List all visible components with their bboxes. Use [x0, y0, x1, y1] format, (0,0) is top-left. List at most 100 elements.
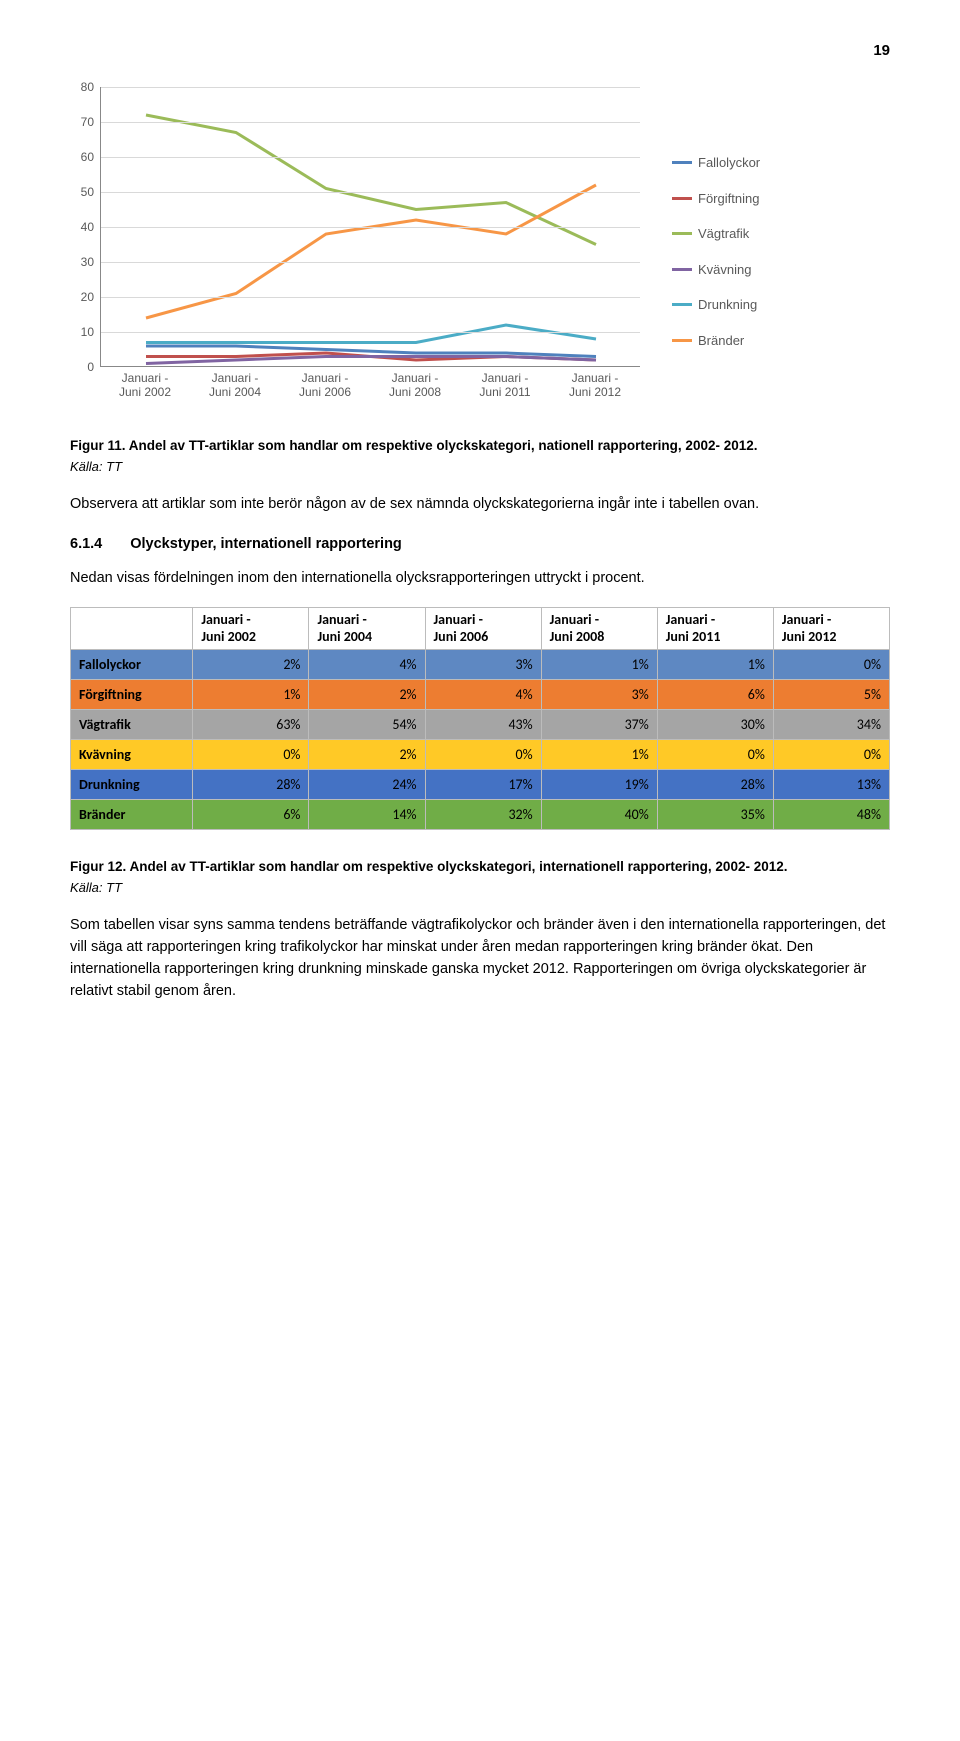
plot-region — [100, 87, 640, 367]
y-tick-label: 60 — [81, 148, 94, 166]
table-figure-12: Januari -Juni 2002Januari -Juni 2004Janu… — [70, 607, 890, 829]
gridline — [101, 192, 640, 193]
legend-swatch — [672, 161, 692, 164]
legend-swatch — [672, 197, 692, 200]
table-cell: 2% — [309, 739, 425, 769]
figure-12-caption: Figur 12. Andel av TT-artiklar som handl… — [70, 858, 890, 876]
legend-item: Fallolyckor — [672, 153, 760, 173]
table-cell: 48% — [773, 799, 889, 829]
x-tick-label: Januari -Juni 2011 — [460, 369, 550, 402]
x-tick-label: Januari -Juni 2006 — [280, 369, 370, 402]
figure-12-source: Källa: TT — [70, 878, 890, 898]
table-cell: 6% — [193, 799, 309, 829]
paragraph-conclusion: Som tabellen visar syns samma tendens be… — [70, 915, 890, 1002]
table-row-label: Kvävning — [71, 739, 193, 769]
table-row-label: Drunkning — [71, 769, 193, 799]
table-cell: 1% — [193, 679, 309, 709]
gridline — [101, 297, 640, 298]
line-chart-figure-11: 01020304050607080 Januari -Juni 2002Janu… — [70, 87, 890, 407]
table-cell: 3% — [425, 649, 541, 679]
table-cell: 0% — [773, 649, 889, 679]
figure-11-source: Källa: TT — [70, 457, 890, 477]
table-row-label: Vägtrafik — [71, 709, 193, 739]
table-cell: 0% — [425, 739, 541, 769]
x-tick-label: Januari -Juni 2002 — [100, 369, 190, 402]
table-cell: 30% — [657, 709, 773, 739]
y-tick-label: 10 — [81, 323, 94, 341]
legend-label: Kvävning — [698, 260, 751, 280]
legend-swatch — [672, 232, 692, 235]
table-cell: 1% — [541, 649, 657, 679]
table-cell: 43% — [425, 709, 541, 739]
y-tick-label: 30 — [81, 253, 94, 271]
table-cell: 0% — [657, 739, 773, 769]
gridline — [101, 332, 640, 333]
gridline — [101, 122, 640, 123]
table-cell: 1% — [657, 649, 773, 679]
table-cell: 63% — [193, 709, 309, 739]
table-cell: 40% — [541, 799, 657, 829]
figure-11-caption: Figur 11. Andel av TT-artiklar som handl… — [70, 437, 890, 455]
y-tick-label: 70 — [81, 113, 94, 131]
legend-item: Drunkning — [672, 295, 760, 315]
table-cell: 24% — [309, 769, 425, 799]
table-row: Fallolyckor2%4%3%1%1%0% — [71, 649, 890, 679]
legend-label: Vägtrafik — [698, 224, 749, 244]
table-header-cell: Januari -Juni 2004 — [309, 608, 425, 649]
table-row: Bränder6%14%32%40%35%48% — [71, 799, 890, 829]
table-cell: 4% — [425, 679, 541, 709]
table-cell: 4% — [309, 649, 425, 679]
gridline — [101, 262, 640, 263]
table-header-cell: Januari -Juni 2012 — [773, 608, 889, 649]
table-row-label: Förgiftning — [71, 679, 193, 709]
legend-label: Bränder — [698, 331, 744, 351]
y-tick-label: 50 — [81, 183, 94, 201]
table-row: Förgiftning1%2%4%3%6%5% — [71, 679, 890, 709]
table-cell: 2% — [193, 649, 309, 679]
table-row-label: Fallolyckor — [71, 649, 193, 679]
table-cell: 3% — [541, 679, 657, 709]
table-row: Vägtrafik63%54%43%37%30%34% — [71, 709, 890, 739]
table-header-cell: Januari -Juni 2011 — [657, 608, 773, 649]
y-tick-label: 0 — [87, 358, 94, 376]
series-line — [146, 346, 596, 357]
table-cell: 13% — [773, 769, 889, 799]
table-cell: 0% — [773, 739, 889, 769]
paragraph-nedan: Nedan visas fördelningen inom den intern… — [70, 568, 890, 590]
table-cell: 28% — [657, 769, 773, 799]
table-cell: 2% — [309, 679, 425, 709]
table-cell: 19% — [541, 769, 657, 799]
gridline — [101, 87, 640, 88]
y-tick-label: 80 — [81, 78, 94, 96]
x-tick-label: Januari -Juni 2008 — [370, 369, 460, 402]
table-header-cell: Januari -Juni 2008 — [541, 608, 657, 649]
table-cell: 54% — [309, 709, 425, 739]
page-number: 19 — [70, 40, 890, 63]
legend-swatch — [672, 303, 692, 306]
table-header-cell: Januari -Juni 2002 — [193, 608, 309, 649]
table-cell: 1% — [541, 739, 657, 769]
table-header-row: Januari -Juni 2002Januari -Juni 2004Janu… — [71, 608, 890, 649]
table-cell: 37% — [541, 709, 657, 739]
section-number: 6.1.4 — [70, 534, 102, 556]
table-row: Kvävning0%2%0%1%0%0% — [71, 739, 890, 769]
table-cell: 17% — [425, 769, 541, 799]
gridline — [101, 227, 640, 228]
legend-label: Fallolyckor — [698, 153, 760, 173]
x-tick-label: Januari -Juni 2004 — [190, 369, 280, 402]
y-tick-label: 20 — [81, 288, 94, 306]
chart-legend: Fallolyckor Förgiftning Vägtrafik Kvävning D… — [672, 87, 760, 407]
y-tick-label: 40 — [81, 218, 94, 236]
legend-label: Förgiftning — [698, 189, 759, 209]
table-cell: 35% — [657, 799, 773, 829]
table-header-cell: Januari -Juni 2006 — [425, 608, 541, 649]
legend-label: Drunkning — [698, 295, 757, 315]
gridline — [101, 157, 640, 158]
series-line — [146, 325, 596, 343]
table-cell: 32% — [425, 799, 541, 829]
table-cell: 28% — [193, 769, 309, 799]
y-axis: 01020304050607080 — [70, 87, 98, 367]
legend-item: Bränder — [672, 331, 760, 351]
legend-item: Förgiftning — [672, 189, 760, 209]
table-cell: 5% — [773, 679, 889, 709]
